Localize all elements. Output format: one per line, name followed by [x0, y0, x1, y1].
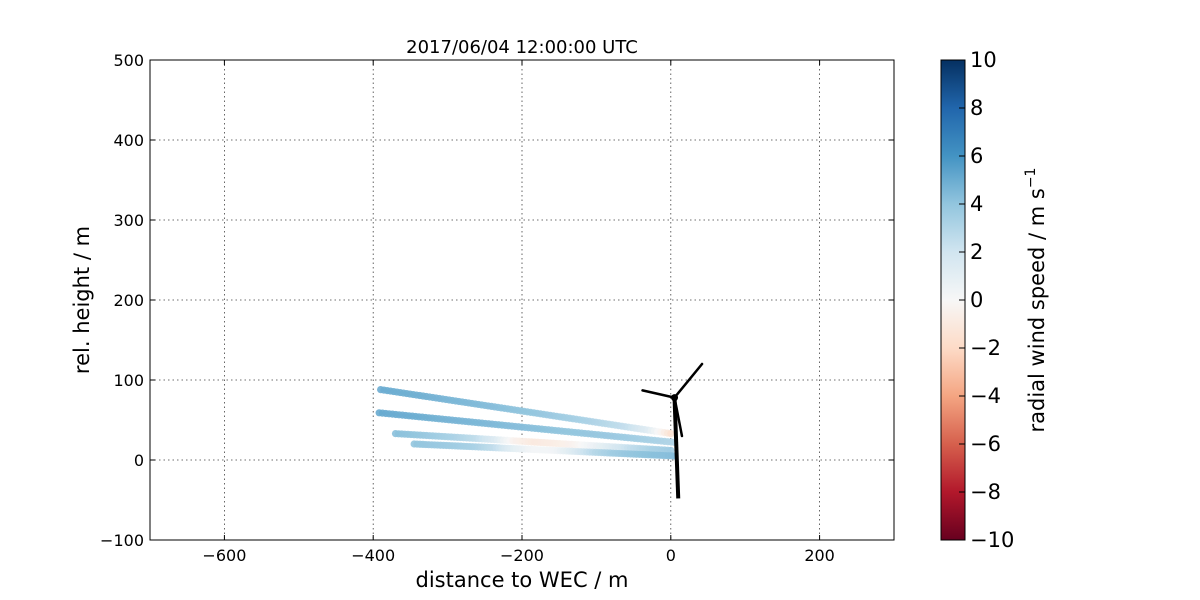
colorbar-title-text: radial wind speed / m s	[1025, 188, 1049, 432]
data-point	[667, 430, 675, 438]
x-tick-label: 200	[804, 546, 835, 565]
turbine-blade	[673, 396, 684, 438]
colorbar-tick-label: −10	[970, 528, 1014, 552]
colorbar-tick-label: 2	[970, 240, 983, 264]
colorbar-tick-label: 4	[970, 192, 983, 216]
scan-line	[391, 430, 675, 454]
colorbar-title: radial wind speed / m s−1	[1023, 168, 1049, 433]
y-tick-label: 500	[113, 51, 144, 70]
y-tick-label: −100	[100, 531, 144, 550]
turbine-hub	[671, 394, 679, 402]
y-axis-title: rel. height / m	[70, 226, 94, 374]
scan-line	[375, 409, 679, 446]
wind-turbine	[641, 362, 704, 499]
turbine-tower	[672, 397, 681, 499]
scan-line	[377, 386, 675, 438]
turbine-blade	[673, 362, 704, 399]
y-tick-label: 300	[113, 211, 144, 230]
turbine-blade	[641, 389, 676, 399]
x-axis-title: distance to WEC / m	[416, 568, 629, 592]
y-tick-label: 100	[113, 371, 144, 390]
colorbar-tick-label: −2	[970, 336, 1001, 360]
plot-data	[375, 386, 679, 460]
colorbar-tick-label: 6	[970, 144, 983, 168]
colorbar-title-superscript: −1	[1023, 168, 1039, 189]
colorbar-tick-label: 0	[970, 288, 983, 312]
y-tick-label: 400	[113, 131, 144, 150]
colorbar-tick-label: −6	[970, 432, 1001, 456]
grid	[150, 60, 894, 540]
y-tick-label: 0	[134, 451, 144, 470]
x-tick-label: −400	[351, 546, 395, 565]
colorbar-tick-label: 8	[970, 96, 983, 120]
colorbar-tick-label: 10	[970, 48, 997, 72]
y-tick-label: 200	[113, 291, 144, 310]
colorbar-ticks: 10 8 6 4 2 0 −2 −4 −6 −8 −10	[959, 48, 1014, 552]
x-tick-label: 0	[666, 546, 676, 565]
x-tick-label: −600	[202, 546, 246, 565]
x-axis-ticks: −600 −400 −200 0 200	[202, 60, 835, 565]
y-axis-ticks: −100 0 100 200 300 400 500	[100, 51, 894, 550]
chart-title: 2017/06/04 12:00:00 UTC	[406, 37, 638, 58]
colorbar-tick-label: −4	[970, 384, 1001, 408]
x-tick-label: −200	[500, 546, 544, 565]
colorbar-tick-label: −8	[970, 480, 1001, 504]
